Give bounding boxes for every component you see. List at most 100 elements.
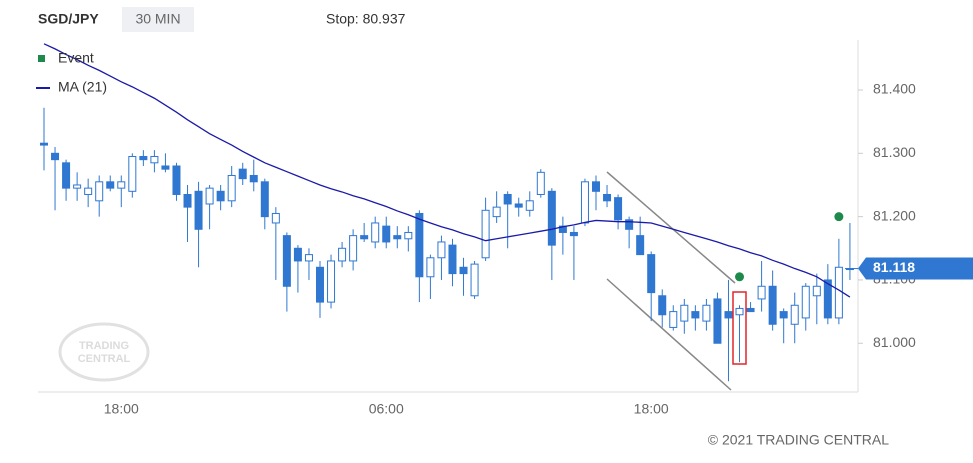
x-tick-label: 18:00 — [104, 401, 139, 417]
candle-body — [84, 187, 93, 195]
candle-body — [271, 212, 280, 224]
candle-body — [514, 203, 523, 208]
candle-body — [227, 174, 236, 202]
candle-body — [327, 260, 336, 303]
candle-body — [360, 235, 369, 240]
candle-body — [338, 247, 347, 262]
candle-body — [62, 162, 71, 189]
candle-body — [117, 181, 126, 189]
candle-body — [779, 311, 788, 319]
timeframe-box — [122, 7, 194, 32]
candle-body — [238, 168, 247, 180]
candle-body — [801, 285, 810, 319]
candle-body — [735, 307, 744, 316]
candle-body — [393, 235, 402, 240]
candle-body — [371, 222, 380, 243]
x-tick-label: 18:00 — [634, 401, 669, 417]
candle-body — [525, 200, 534, 211]
candle-body — [691, 311, 700, 319]
ma-line — [43, 43, 851, 298]
candle-body — [448, 244, 457, 275]
candle-body — [812, 285, 821, 297]
candle-body — [304, 254, 313, 262]
candle-body — [636, 235, 645, 256]
candle-body — [713, 298, 722, 344]
candle-body — [128, 155, 137, 192]
event-dot — [834, 212, 844, 222]
candle-body — [40, 142, 48, 146]
candle-body — [547, 190, 556, 246]
legend-marker — [38, 55, 45, 62]
legend-label: MA (21) — [58, 79, 107, 95]
candle-body — [569, 231, 578, 237]
candle-body — [746, 307, 755, 313]
candle-body — [768, 285, 777, 325]
candle-body — [51, 152, 60, 161]
candle-body — [492, 206, 501, 218]
stop-annotation: Stop: 80.937 — [326, 11, 406, 27]
highlight-box — [732, 291, 747, 365]
candle-body — [106, 181, 115, 189]
watermark-text: TRADING — [79, 340, 129, 352]
candle-body — [658, 295, 667, 316]
candle-body — [194, 190, 203, 230]
y-tick-label: 81.300 — [873, 144, 916, 160]
credit: © 2021 TRADING CENTRAL — [708, 432, 889, 448]
candle-body — [382, 225, 391, 243]
candle-body — [260, 181, 269, 218]
candle-body — [680, 304, 689, 322]
candle-body — [470, 263, 479, 297]
candle-body — [316, 266, 324, 303]
candle-body — [293, 247, 302, 262]
y-tick-label: 81.400 — [873, 81, 916, 97]
candle-body — [349, 235, 358, 262]
timeframe: 30 MIN — [135, 11, 180, 27]
candle-body — [603, 193, 612, 202]
candle-body — [404, 231, 413, 240]
candle-body — [503, 193, 512, 205]
candle-body — [724, 311, 733, 319]
candle-body — [834, 266, 843, 319]
x-tick-label: 06:00 — [369, 401, 404, 417]
watermark-text: CENTRAL — [78, 353, 131, 365]
candle-body — [702, 304, 711, 322]
event-dot — [735, 272, 745, 282]
last-price-label: 81.118 — [873, 259, 915, 275]
candle-body — [481, 209, 490, 259]
candle-body — [139, 155, 148, 161]
candle-body — [161, 165, 170, 170]
y-tick-label: 81.000 — [873, 334, 916, 350]
candle-body — [95, 181, 104, 202]
candle-body — [183, 193, 192, 208]
candle-body — [790, 304, 799, 325]
candle-body — [205, 187, 214, 205]
candle-body — [536, 171, 545, 195]
candle-body — [437, 241, 446, 259]
candle-body — [757, 285, 766, 300]
channel-line — [606, 278, 732, 391]
candle-body — [73, 184, 82, 189]
candle-body — [669, 311, 678, 328]
candle-body — [614, 197, 623, 221]
watermark-ring — [58, 322, 150, 382]
candle-body — [580, 181, 589, 224]
candle-body — [459, 266, 468, 275]
chart-title: SGD/JPY — [38, 11, 99, 27]
candle-body — [415, 212, 424, 278]
y-tick-label: 81.200 — [873, 207, 916, 223]
channel-line — [606, 171, 736, 284]
plot-area — [40, 43, 854, 382]
candle-body — [282, 235, 291, 287]
last-price-tag — [858, 257, 973, 280]
legend-label: Event — [58, 50, 94, 66]
candle-body — [150, 155, 159, 164]
candle-body — [172, 165, 181, 195]
candle-body — [625, 219, 634, 230]
candle-body — [216, 190, 225, 202]
candle-body — [647, 254, 656, 294]
watermark: TRADING CENTRAL — [58, 322, 150, 382]
candle-body — [426, 257, 435, 278]
candle-body — [592, 181, 600, 192]
candle-body — [823, 279, 832, 319]
